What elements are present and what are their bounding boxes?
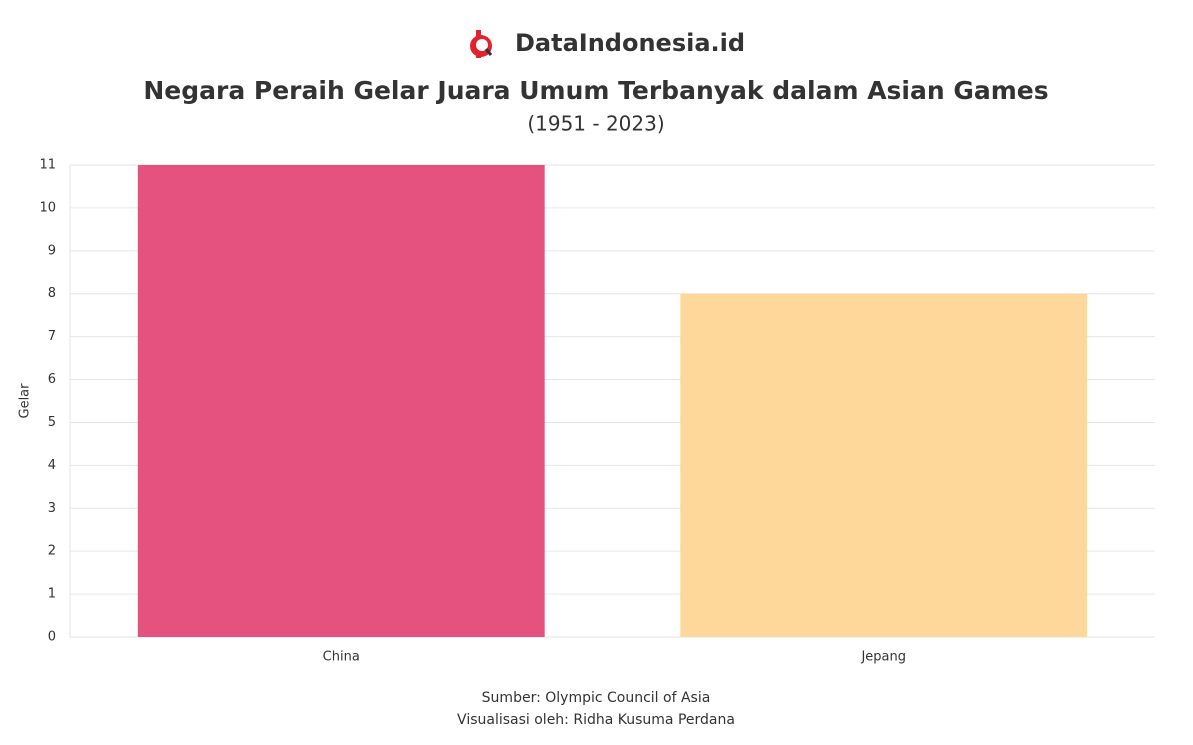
y-tick-label: 6 <box>48 372 56 387</box>
y-tick-label: 10 <box>39 200 56 215</box>
credit: Visualisasi oleh: Ridha Kusuma Perdana <box>457 712 735 728</box>
y-tick-label: 5 <box>48 415 56 430</box>
y-tick-label: 0 <box>48 630 56 645</box>
y-axis-label: Gelar <box>18 383 33 419</box>
y-tick-label: 11 <box>39 158 56 173</box>
chart-title: Negara Peraih Gelar Juara Umum Terbanyak… <box>143 76 1048 105</box>
y-tick-label: 4 <box>48 458 56 473</box>
bar <box>680 293 1088 637</box>
y-tick-label: 3 <box>48 501 56 516</box>
y-tick-label: 8 <box>48 286 56 301</box>
x-tick-label: China <box>323 650 360 665</box>
y-tick-label: 9 <box>48 243 56 258</box>
y-tick-label: 7 <box>48 329 56 344</box>
logo-icon <box>470 30 493 58</box>
brand: DataIndonesia.id <box>515 29 745 57</box>
y-tick-label: 2 <box>48 544 56 559</box>
chart-subtitle: (1951 - 2023) <box>527 112 664 136</box>
x-tick-label: Jepang <box>860 650 906 665</box>
y-tick-label: 1 <box>48 587 56 602</box>
source: Sumber: Olympic Council of Asia <box>482 690 711 706</box>
bar <box>137 165 545 637</box>
